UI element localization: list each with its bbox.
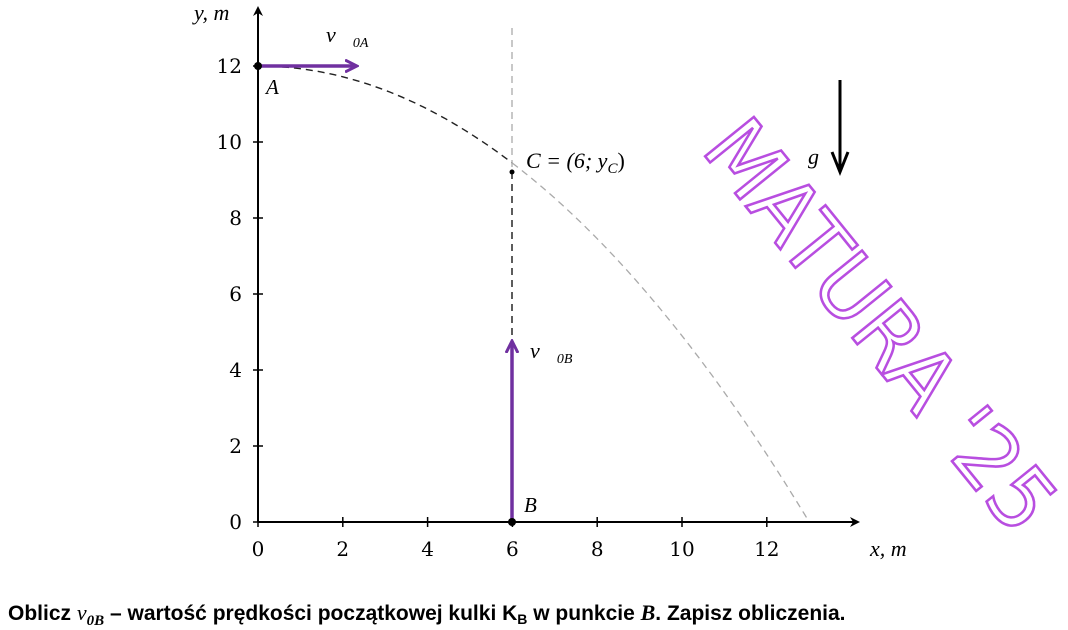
point-label: A [264, 75, 279, 99]
trajectory-a-rest [511, 162, 810, 523]
vector-subscript: 0B [557, 352, 573, 367]
vector-label: g⃗ [808, 144, 836, 169]
point-c [509, 169, 515, 175]
point-c-close: ) [617, 148, 624, 173]
plot: 0 2 4 6 8 10 12 0 2 4 6 8 10 12 [217, 54, 810, 561]
point-a [254, 62, 262, 70]
x-tick-label: 10 [669, 537, 694, 561]
task-end: . Zapisz obliczenia. [655, 602, 845, 625]
y-tick-label: 8 [229, 206, 242, 230]
task-point: B [640, 600, 656, 625]
trajectory-a [258, 65, 513, 164]
vector-symbol: v⃗ [530, 338, 557, 363]
x-tick-label: 6 [506, 537, 519, 561]
vector-subscript: 0A [353, 36, 369, 51]
x-axis-label: x, m [869, 536, 907, 561]
task-text: Oblicz v0B – wartość prędkości początkow… [8, 600, 846, 629]
task-middle: – wartość prędkości początkowej kulki K [104, 602, 517, 625]
vector-label: v⃗0A [326, 22, 369, 51]
vector-label: v⃗0B [530, 338, 573, 367]
task-lead: Oblicz [8, 602, 77, 625]
y-tick-label: 12 [217, 54, 242, 78]
task-subscript: 0B [87, 613, 105, 629]
x-tick-label: 8 [591, 537, 604, 561]
task-point-text: w punkcie [527, 602, 640, 625]
point-label: B [524, 493, 537, 517]
vector-symbol: v⃗ [326, 22, 353, 47]
task-symbol: v [77, 600, 87, 625]
y-tick-label: 4 [229, 358, 242, 382]
point-b [508, 518, 516, 526]
y-tick-label: 2 [229, 434, 242, 458]
x-tick-label: 12 [754, 537, 779, 561]
point-c-text: C = (6; [526, 148, 598, 173]
watermark: MATURA '25 [684, 100, 1068, 552]
x-tick-label: 2 [336, 537, 349, 561]
y-tick-label: 10 [217, 130, 242, 154]
y-axis-label: y, m [192, 0, 229, 25]
y-tick-label: 6 [229, 282, 242, 306]
x-tick-label: 0 [252, 537, 265, 561]
point-label: C = (6; yC) [526, 148, 625, 177]
vector-g-head [830, 151, 850, 177]
point-c-var: y [596, 148, 608, 173]
x-tick-label: 4 [421, 537, 434, 561]
point-c-sub: C [607, 161, 618, 177]
y-tick-label: 0 [229, 510, 242, 534]
task-subscript: B [517, 611, 527, 627]
